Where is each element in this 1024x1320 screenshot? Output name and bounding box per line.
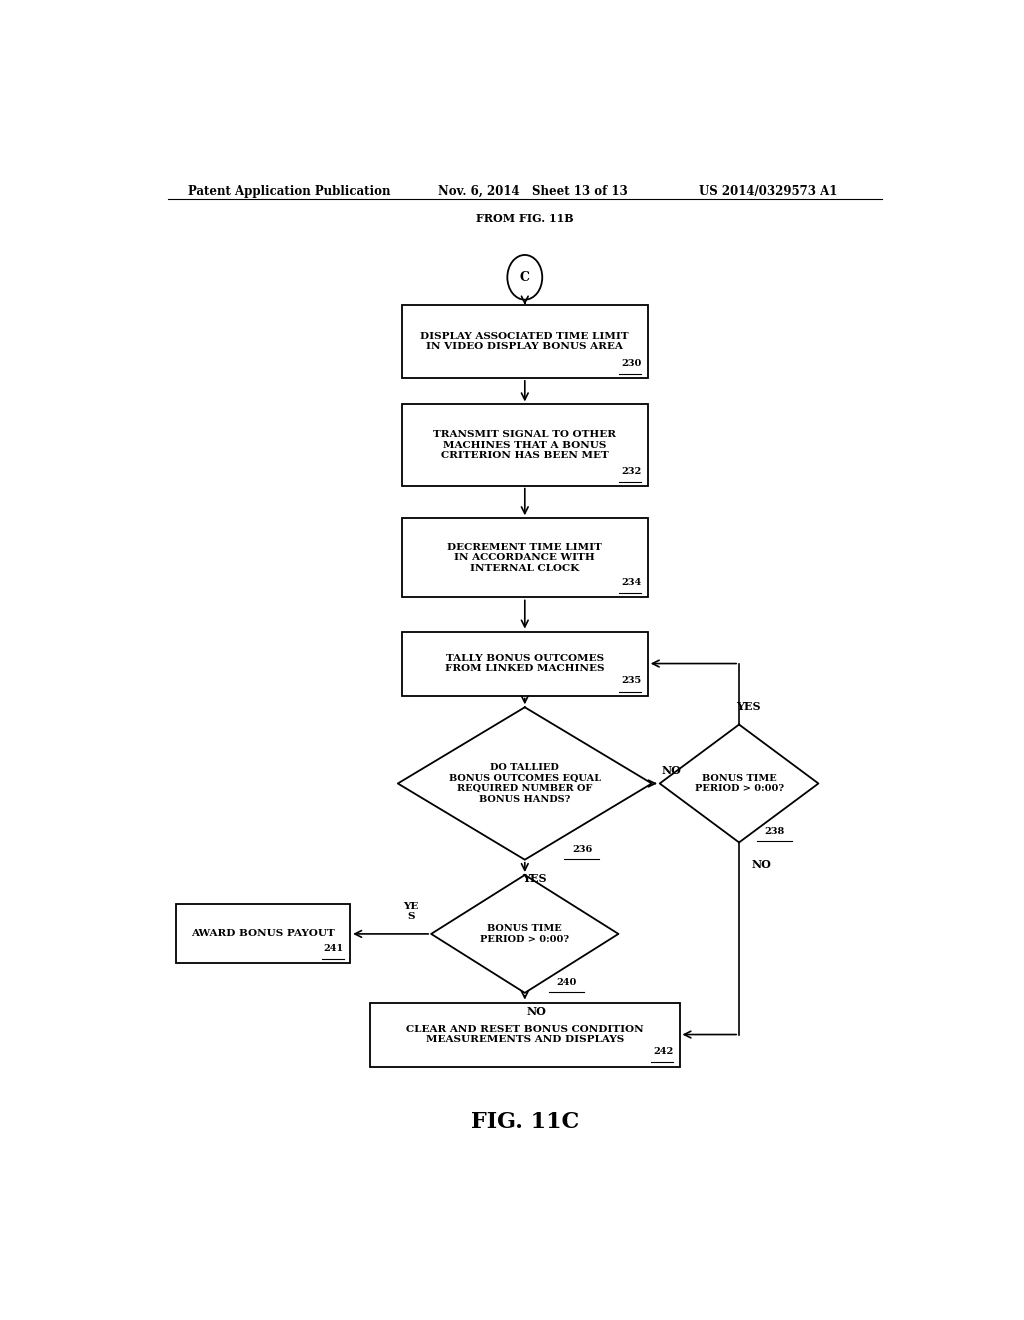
Polygon shape bbox=[431, 875, 618, 993]
Text: Patent Application Publication: Patent Application Publication bbox=[187, 185, 390, 198]
Text: US 2014/0329573 A1: US 2014/0329573 A1 bbox=[699, 185, 838, 198]
Text: DISPLAY ASSOCIATED TIME LIMIT
IN VIDEO DISPLAY BONUS AREA: DISPLAY ASSOCIATED TIME LIMIT IN VIDEO D… bbox=[421, 331, 629, 351]
Bar bbox=[370, 1002, 680, 1067]
Bar bbox=[401, 519, 648, 598]
Text: BONUS TIME
PERIOD > 0:00?: BONUS TIME PERIOD > 0:00? bbox=[694, 774, 783, 793]
Polygon shape bbox=[397, 708, 652, 859]
Text: 242: 242 bbox=[653, 1047, 673, 1056]
Text: 230: 230 bbox=[622, 359, 641, 368]
Text: NO: NO bbox=[752, 859, 771, 870]
Text: 241: 241 bbox=[324, 944, 344, 953]
Text: TALLY BONUS OUTCOMES
FROM LINKED MACHINES: TALLY BONUS OUTCOMES FROM LINKED MACHINE… bbox=[445, 653, 604, 673]
Text: DO TALLIED
BONUS OUTCOMES EQUAL
REQUIRED NUMBER OF
BONUS HANDS?: DO TALLIED BONUS OUTCOMES EQUAL REQUIRED… bbox=[449, 763, 601, 804]
Text: TRANSMIT SIGNAL TO OTHER
MACHINES THAT A BONUS
CRITERION HAS BEEN MET: TRANSMIT SIGNAL TO OTHER MACHINES THAT A… bbox=[433, 430, 616, 459]
Text: BONUS TIME
PERIOD > 0:00?: BONUS TIME PERIOD > 0:00? bbox=[480, 924, 569, 944]
Polygon shape bbox=[659, 725, 818, 842]
Text: YES: YES bbox=[522, 873, 547, 883]
Text: AWARD BONUS PAYOUT: AWARD BONUS PAYOUT bbox=[191, 929, 335, 939]
Text: 236: 236 bbox=[571, 845, 592, 854]
Text: YE
S: YE S bbox=[403, 902, 419, 921]
Text: DECREMENT TIME LIMIT
IN ACCORDANCE WITH
INTERNAL CLOCK: DECREMENT TIME LIMIT IN ACCORDANCE WITH … bbox=[447, 543, 602, 573]
Text: CLEAR AND RESET BONUS CONDITION
MEASUREMENTS AND DISPLAYS: CLEAR AND RESET BONUS CONDITION MEASUREM… bbox=[406, 1024, 644, 1044]
Text: YES: YES bbox=[736, 701, 761, 711]
Bar bbox=[176, 904, 350, 964]
Text: 240: 240 bbox=[557, 978, 578, 987]
Text: NO: NO bbox=[526, 1006, 547, 1016]
Bar bbox=[401, 305, 648, 378]
Text: 235: 235 bbox=[622, 676, 641, 685]
Bar bbox=[401, 404, 648, 486]
Text: NO: NO bbox=[662, 764, 682, 776]
Text: FROM FIG. 11B: FROM FIG. 11B bbox=[476, 214, 573, 224]
Bar bbox=[401, 631, 648, 696]
Text: 232: 232 bbox=[622, 466, 641, 475]
Text: 238: 238 bbox=[765, 828, 785, 837]
Text: 234: 234 bbox=[622, 578, 641, 587]
Text: C: C bbox=[520, 271, 529, 284]
Text: Nov. 6, 2014   Sheet 13 of 13: Nov. 6, 2014 Sheet 13 of 13 bbox=[437, 185, 628, 198]
Text: FIG. 11C: FIG. 11C bbox=[471, 1111, 579, 1133]
